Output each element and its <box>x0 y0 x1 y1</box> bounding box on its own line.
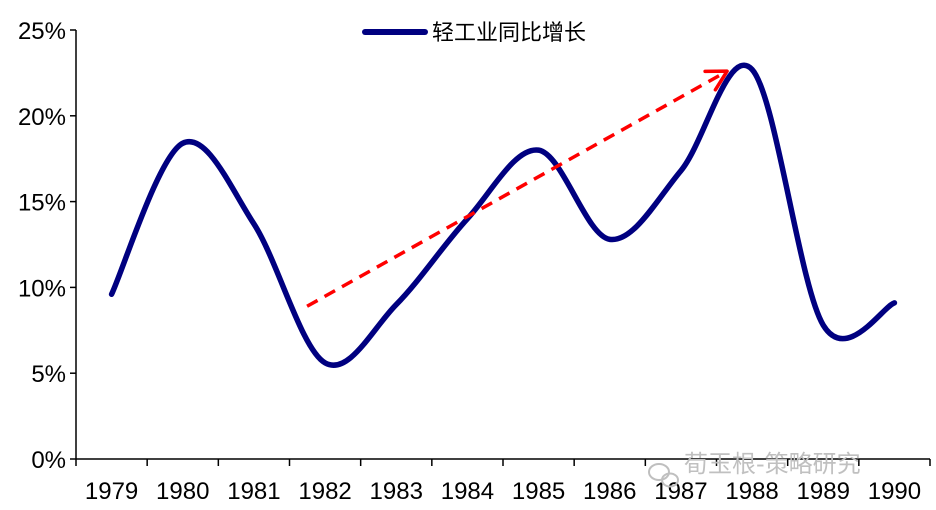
trend-arrow-line <box>306 69 728 308</box>
y-tick-label: 20% <box>18 104 66 131</box>
x-tick-label: 1983 <box>370 478 423 505</box>
y-tick-label: 5% <box>31 361 66 388</box>
y-tick-label: 10% <box>18 275 66 302</box>
x-tick-label: 1979 <box>85 478 138 505</box>
x-tick-label: 1981 <box>227 478 280 505</box>
plot-area <box>108 62 898 368</box>
x-tick-label: 1985 <box>512 478 565 505</box>
legend: 轻工业同比增长 <box>362 21 586 46</box>
x-tick-label: 1986 <box>583 478 636 505</box>
watermark-text: 荀玉根-策略研究 <box>684 450 861 478</box>
y-tick-label: 15% <box>18 190 66 217</box>
y-axis: 0% 5% 10% 15% 20% 25% <box>18 18 77 474</box>
x-axis: 1979 1980 1981 1982 1983 1984 1985 1986 1987 1988… <box>75 458 931 505</box>
x-tick-label: 1989 <box>797 478 850 505</box>
x-tick-label: 1990 <box>868 478 921 505</box>
x-tick-label: 1984 <box>441 478 494 505</box>
trend-arrow-head <box>703 69 729 92</box>
wechat-icon <box>648 463 679 488</box>
legend-label: 轻工业同比增长 <box>432 21 586 46</box>
x-tick-label: 1980 <box>156 478 209 505</box>
y-tick-label: 0% <box>31 447 66 474</box>
x-tick-label: 1982 <box>298 478 351 505</box>
x-tick-label: 1988 <box>725 478 778 505</box>
y-tick-label: 25% <box>18 18 66 45</box>
series-line <box>108 62 898 368</box>
watermark: 荀玉根-策略研究 <box>648 450 861 488</box>
